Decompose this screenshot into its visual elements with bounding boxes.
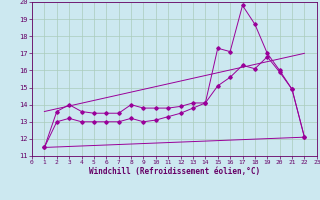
X-axis label: Windchill (Refroidissement éolien,°C): Windchill (Refroidissement éolien,°C): [89, 167, 260, 176]
